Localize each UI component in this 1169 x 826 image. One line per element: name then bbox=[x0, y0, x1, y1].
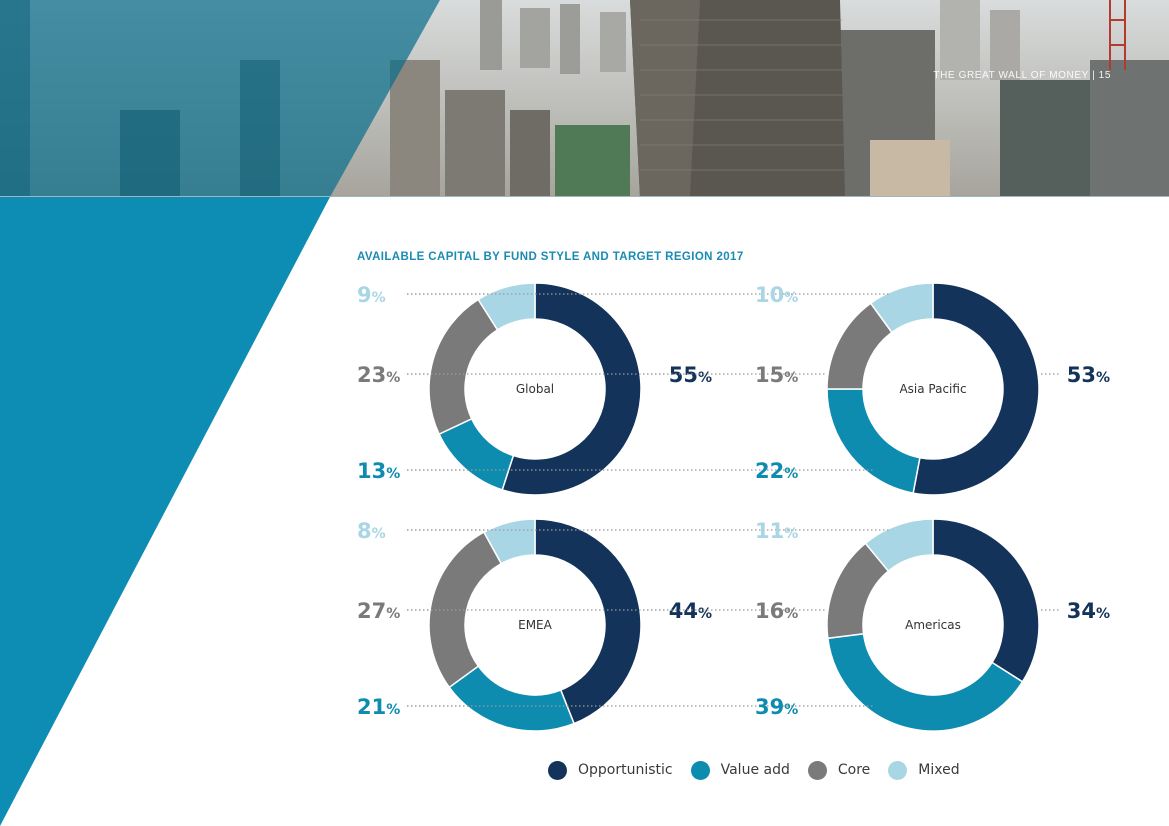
label-core-asia-pacific: 15% bbox=[755, 363, 798, 387]
slice-global-mixed bbox=[477, 282, 536, 331]
slice-emea-opportunistic bbox=[534, 518, 642, 725]
slice-americas-value-add bbox=[827, 632, 1024, 732]
label-value-add-emea: 21% bbox=[357, 695, 400, 719]
legend-item-mixed: Mixed bbox=[888, 760, 960, 780]
label-value-add-global: 13% bbox=[357, 459, 400, 483]
label-mixed-emea: 8% bbox=[357, 519, 386, 543]
slice-asia-pacific-opportunistic bbox=[912, 282, 1040, 496]
legend-item-value-add: Value add bbox=[690, 760, 790, 780]
page-header: THE GREAT WALL OF MONEY | 15 bbox=[933, 70, 1111, 81]
legend-item-opportunistic: Opportunistic bbox=[548, 760, 673, 780]
donut-center-label-americas: Americas bbox=[905, 618, 961, 632]
label-opportunistic-global: 55% bbox=[669, 363, 712, 387]
legend-label-opportunistic: Opportunistic bbox=[578, 762, 673, 778]
legend-label-mixed: Mixed bbox=[918, 762, 960, 778]
legend-swatch-mixed bbox=[888, 760, 908, 780]
donut-center-label-global: Global bbox=[516, 382, 554, 396]
donut-center-label-emea: EMEA bbox=[518, 618, 553, 632]
slice-global-core bbox=[428, 298, 499, 436]
label-value-add-asia-pacific: 22% bbox=[755, 459, 798, 483]
slice-emea-value-add bbox=[448, 665, 575, 732]
legend-swatch-opportunistic bbox=[548, 760, 567, 780]
label-core-americas: 16% bbox=[755, 599, 798, 623]
slice-asia-pacific-value-add bbox=[826, 388, 921, 494]
donut-americas: Americas 11% 16% 39% 34% bbox=[407, 518, 1110, 732]
slice-asia-pacific-mixed bbox=[869, 282, 934, 334]
label-opportunistic-asia-pacific: 53% bbox=[1067, 363, 1110, 387]
legend-item-core: Core bbox=[807, 760, 871, 780]
chart-title: AVAILABLE CAPITAL BY FUND STYLE AND TARG… bbox=[357, 251, 744, 263]
label-mixed-asia-pacific: 10% bbox=[755, 283, 798, 307]
label-opportunistic-emea: 44% bbox=[669, 599, 712, 623]
donut-center-label-asia-pacific: Asia Pacific bbox=[899, 382, 966, 396]
legend-label-core: Core bbox=[837, 762, 871, 778]
legend-label-value-add: Value add bbox=[720, 762, 790, 778]
slice-americas-mixed bbox=[864, 518, 934, 573]
label-mixed-global: 9% bbox=[357, 283, 386, 307]
chart-legend: Opportunistic Value add Core Mixed bbox=[548, 759, 978, 781]
label-value-add-americas: 39% bbox=[755, 695, 798, 719]
label-opportunistic-americas: 34% bbox=[1067, 599, 1110, 623]
slice-americas-opportunistic bbox=[932, 518, 1040, 683]
legend-swatch-core bbox=[807, 760, 827, 780]
donut-emea: EMEA 8% 27% 21% 44% bbox=[357, 518, 712, 732]
label-mixed-americas: 11% bbox=[755, 519, 798, 543]
cityscape-illustration bbox=[0, 0, 1169, 196]
donut-asia-pacific: Asia Pacific 10% 15% 22% 53% bbox=[407, 282, 1110, 496]
slice-emea-mixed bbox=[482, 518, 536, 565]
slice-global-opportunistic bbox=[501, 282, 642, 496]
label-core-global: 23% bbox=[357, 363, 400, 387]
hero-cityscape-photo: THE GREAT WALL OF MONEY | 15 bbox=[0, 0, 1169, 197]
legend-swatch-value-add bbox=[690, 760, 710, 780]
label-core-emea: 27% bbox=[357, 599, 400, 623]
donut-global: Global 9% 23% 13% 55% bbox=[357, 282, 712, 496]
